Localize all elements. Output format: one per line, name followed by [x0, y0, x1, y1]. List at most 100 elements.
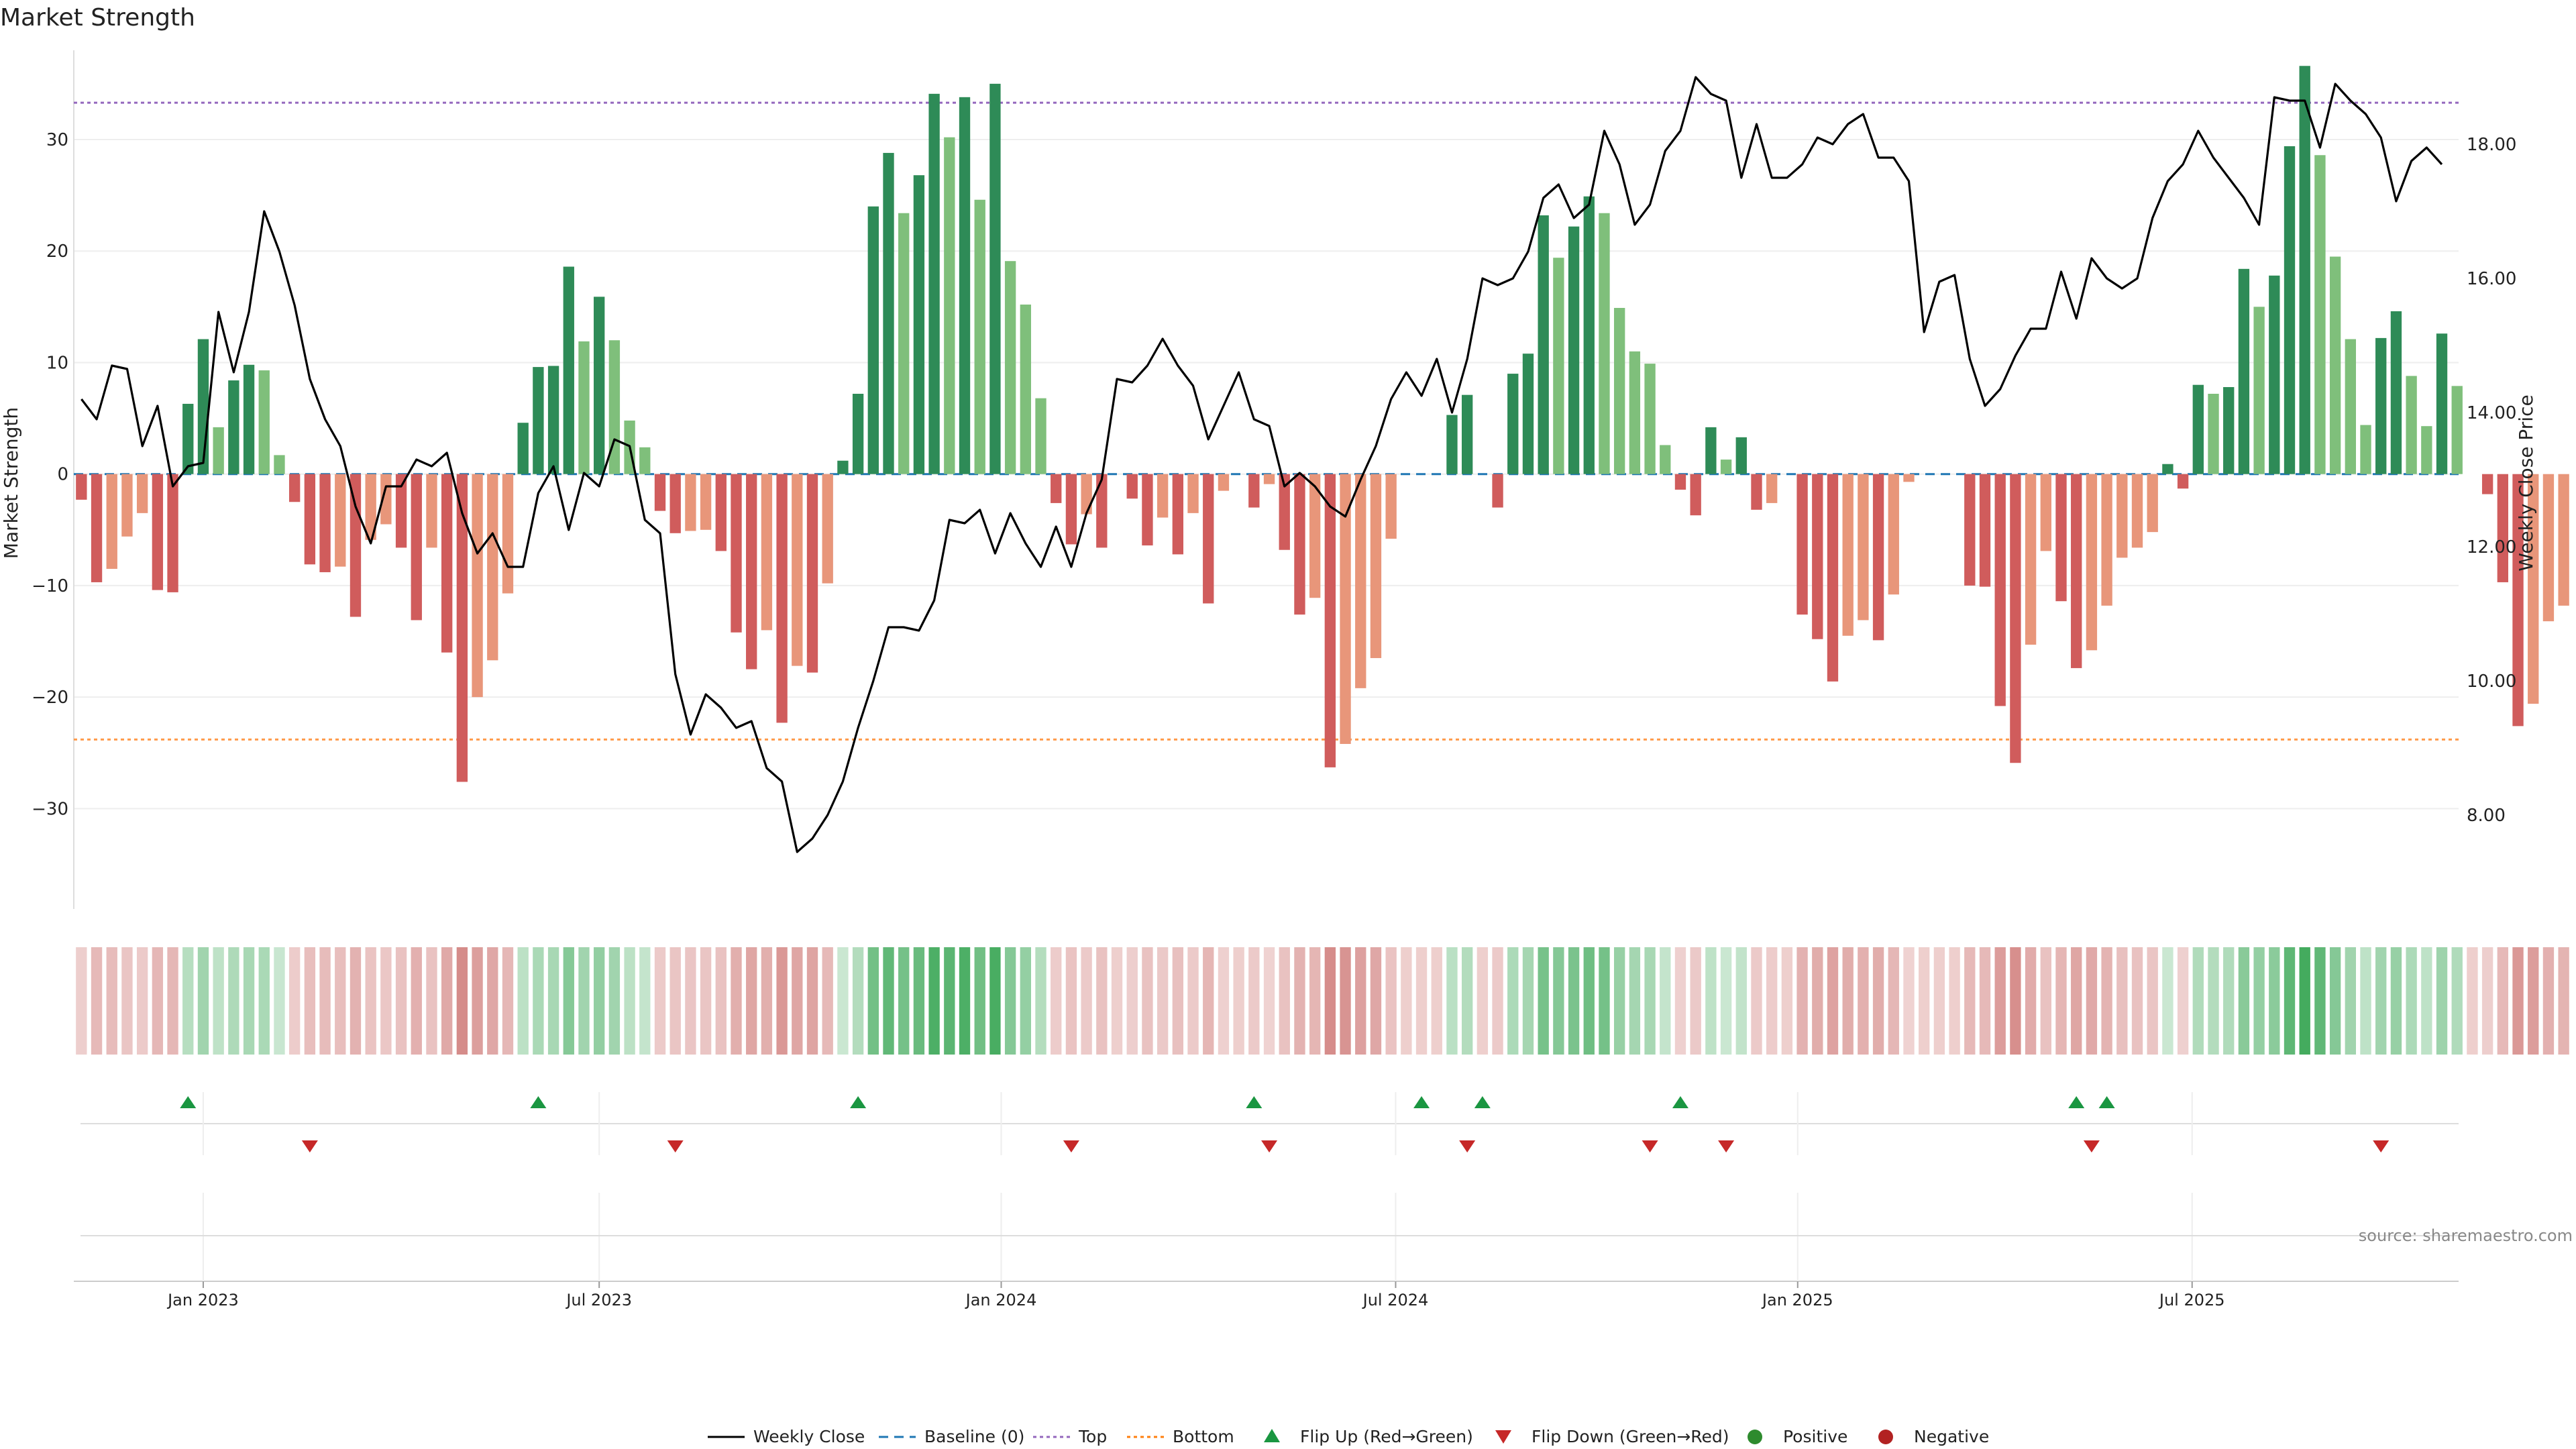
- strength-bar: [517, 423, 529, 474]
- weekly-close-series: [80, 76, 2443, 853]
- x-tick-label: Jul 2025: [2158, 1291, 2225, 1309]
- strength-bar: [1309, 474, 1321, 598]
- legend-item: Flip Down (Green→Red): [1495, 1427, 1729, 1446]
- strength-bar: [959, 97, 971, 474]
- strength-bar: [867, 206, 879, 474]
- strength-bar: [350, 474, 362, 617]
- strength-bar: [1964, 474, 1976, 586]
- heat-cell: [1919, 947, 1930, 1055]
- heat-cell: [1888, 947, 1899, 1055]
- heat-cell: [2451, 947, 2463, 1055]
- strength-bar: [2086, 474, 2098, 651]
- y-tick-label: 30: [46, 130, 68, 150]
- heat-cell: [1263, 947, 1275, 1055]
- strength-bar: [136, 474, 148, 513]
- strength-bar: [669, 474, 681, 533]
- strength-bar: [2238, 268, 2250, 474]
- strength-bar: [1203, 474, 1214, 604]
- strength-bar: [2055, 474, 2067, 602]
- heat-cell: [1309, 947, 1321, 1055]
- heat-cell: [1903, 947, 1915, 1055]
- legend-down-marker: [1495, 1430, 1511, 1444]
- strength-bar: [2528, 474, 2539, 704]
- heat-cell: [228, 947, 239, 1055]
- strength-bar: [2421, 426, 2432, 474]
- heat-cell: [1233, 947, 1244, 1055]
- strength-bar: [913, 175, 925, 474]
- y2-tick-label: 14.00: [2467, 403, 2516, 423]
- strength-bar: [822, 474, 833, 584]
- flip-down-marker: [2083, 1140, 2100, 1152]
- strength-bar: [1903, 474, 1915, 482]
- strength-bar: [1340, 474, 1351, 744]
- heat-cell: [2299, 947, 2310, 1055]
- x-tick-label: Jan 2024: [965, 1291, 1037, 1309]
- heat-cell: [594, 947, 605, 1055]
- heat-cell: [959, 947, 971, 1055]
- strength-bar: [1172, 474, 1184, 555]
- heat-cell: [1842, 947, 1854, 1055]
- legend-item: Top: [1033, 1427, 1107, 1446]
- legend-label: Bottom: [1173, 1427, 1234, 1446]
- strength-bar: [1796, 474, 1808, 615]
- heat-cell: [533, 947, 544, 1055]
- strength-bar: [1613, 308, 1625, 474]
- strength-bar: [2208, 394, 2219, 474]
- strength-bar: [731, 474, 742, 633]
- strength-bar: [2253, 307, 2265, 474]
- heat-cell: [2101, 947, 2112, 1055]
- heat-cell: [411, 947, 422, 1055]
- strength-bar: [898, 213, 910, 474]
- heat-cell: [1674, 947, 1686, 1055]
- strength-bar: [792, 474, 803, 666]
- heat-cell: [2421, 947, 2432, 1055]
- strength-bar: [1051, 474, 1062, 503]
- heat-cell: [2253, 947, 2265, 1055]
- heat-cell: [2055, 947, 2067, 1055]
- heat-cell: [867, 947, 879, 1055]
- heat-cell: [776, 947, 788, 1055]
- strength-bar: [700, 474, 712, 530]
- legend-label: Positive: [1783, 1427, 1847, 1446]
- strength-heat-strip: [76, 947, 2569, 1055]
- heat-cell: [1157, 947, 1169, 1055]
- heat-cell: [2497, 947, 2509, 1055]
- strength-bar: [2192, 384, 2204, 474]
- strength-bar: [395, 474, 407, 548]
- heat-cell: [578, 947, 590, 1055]
- heat-cell: [2192, 947, 2204, 1055]
- strength-bar: [1279, 474, 1290, 550]
- strength-bar: [2360, 425, 2371, 474]
- strength-bar: [928, 93, 940, 474]
- heat-cell: [1492, 947, 1503, 1055]
- heat-cell: [563, 947, 574, 1055]
- heat-cell: [1812, 947, 1823, 1055]
- x-tick-label: Jul 2024: [1362, 1291, 1429, 1309]
- heat-cell: [1081, 947, 1092, 1055]
- heat-cell: [1538, 947, 1549, 1055]
- strength-bar: [365, 474, 376, 540]
- heat-cell: [2040, 947, 2051, 1055]
- heat-cell: [2542, 947, 2555, 1055]
- strength-bar: [1690, 474, 1701, 516]
- heat-cell: [1051, 947, 1062, 1055]
- strength-bar: [2497, 474, 2509, 582]
- strength-bar: [1355, 474, 1366, 688]
- heat-cell: [1340, 947, 1351, 1055]
- heat-cell: [274, 947, 285, 1055]
- strength-bar: [1751, 474, 1762, 510]
- strength-bar: [258, 370, 270, 474]
- heat-cell: [1461, 947, 1473, 1055]
- legend-item: Weekly Close: [708, 1427, 865, 1446]
- legend-circle-marker: [1748, 1430, 1762, 1444]
- heat-cell: [2375, 947, 2387, 1055]
- heat-cell: [669, 947, 681, 1055]
- strength-bar: [487, 474, 498, 661]
- strength-bar: [2390, 311, 2402, 474]
- strength-bar: [654, 474, 666, 511]
- heat-cell: [1279, 947, 1290, 1055]
- heat-cell: [1415, 947, 1428, 1055]
- heat-cell: [1751, 947, 1762, 1055]
- heat-cell: [1096, 947, 1108, 1055]
- strength-bar: [1081, 474, 1092, 515]
